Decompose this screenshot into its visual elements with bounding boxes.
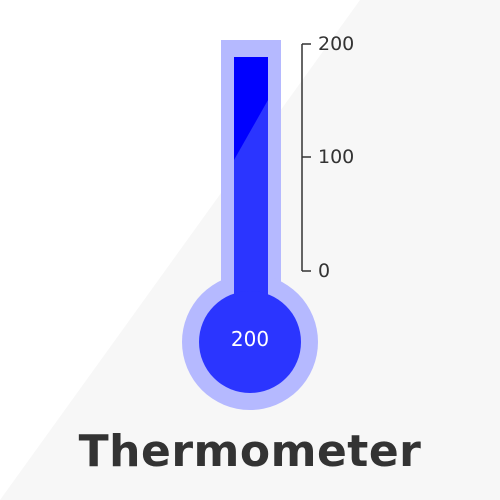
scale-label-max: 200 <box>318 33 355 55</box>
current-value-label: 200 <box>230 327 270 351</box>
mercury-highlight <box>234 57 268 160</box>
scale-label-min: 0 <box>318 260 331 282</box>
bulb-fill <box>199 291 301 393</box>
widget-title: Thermometer <box>78 426 422 477</box>
scale-label-mid: 100 <box>318 146 355 168</box>
